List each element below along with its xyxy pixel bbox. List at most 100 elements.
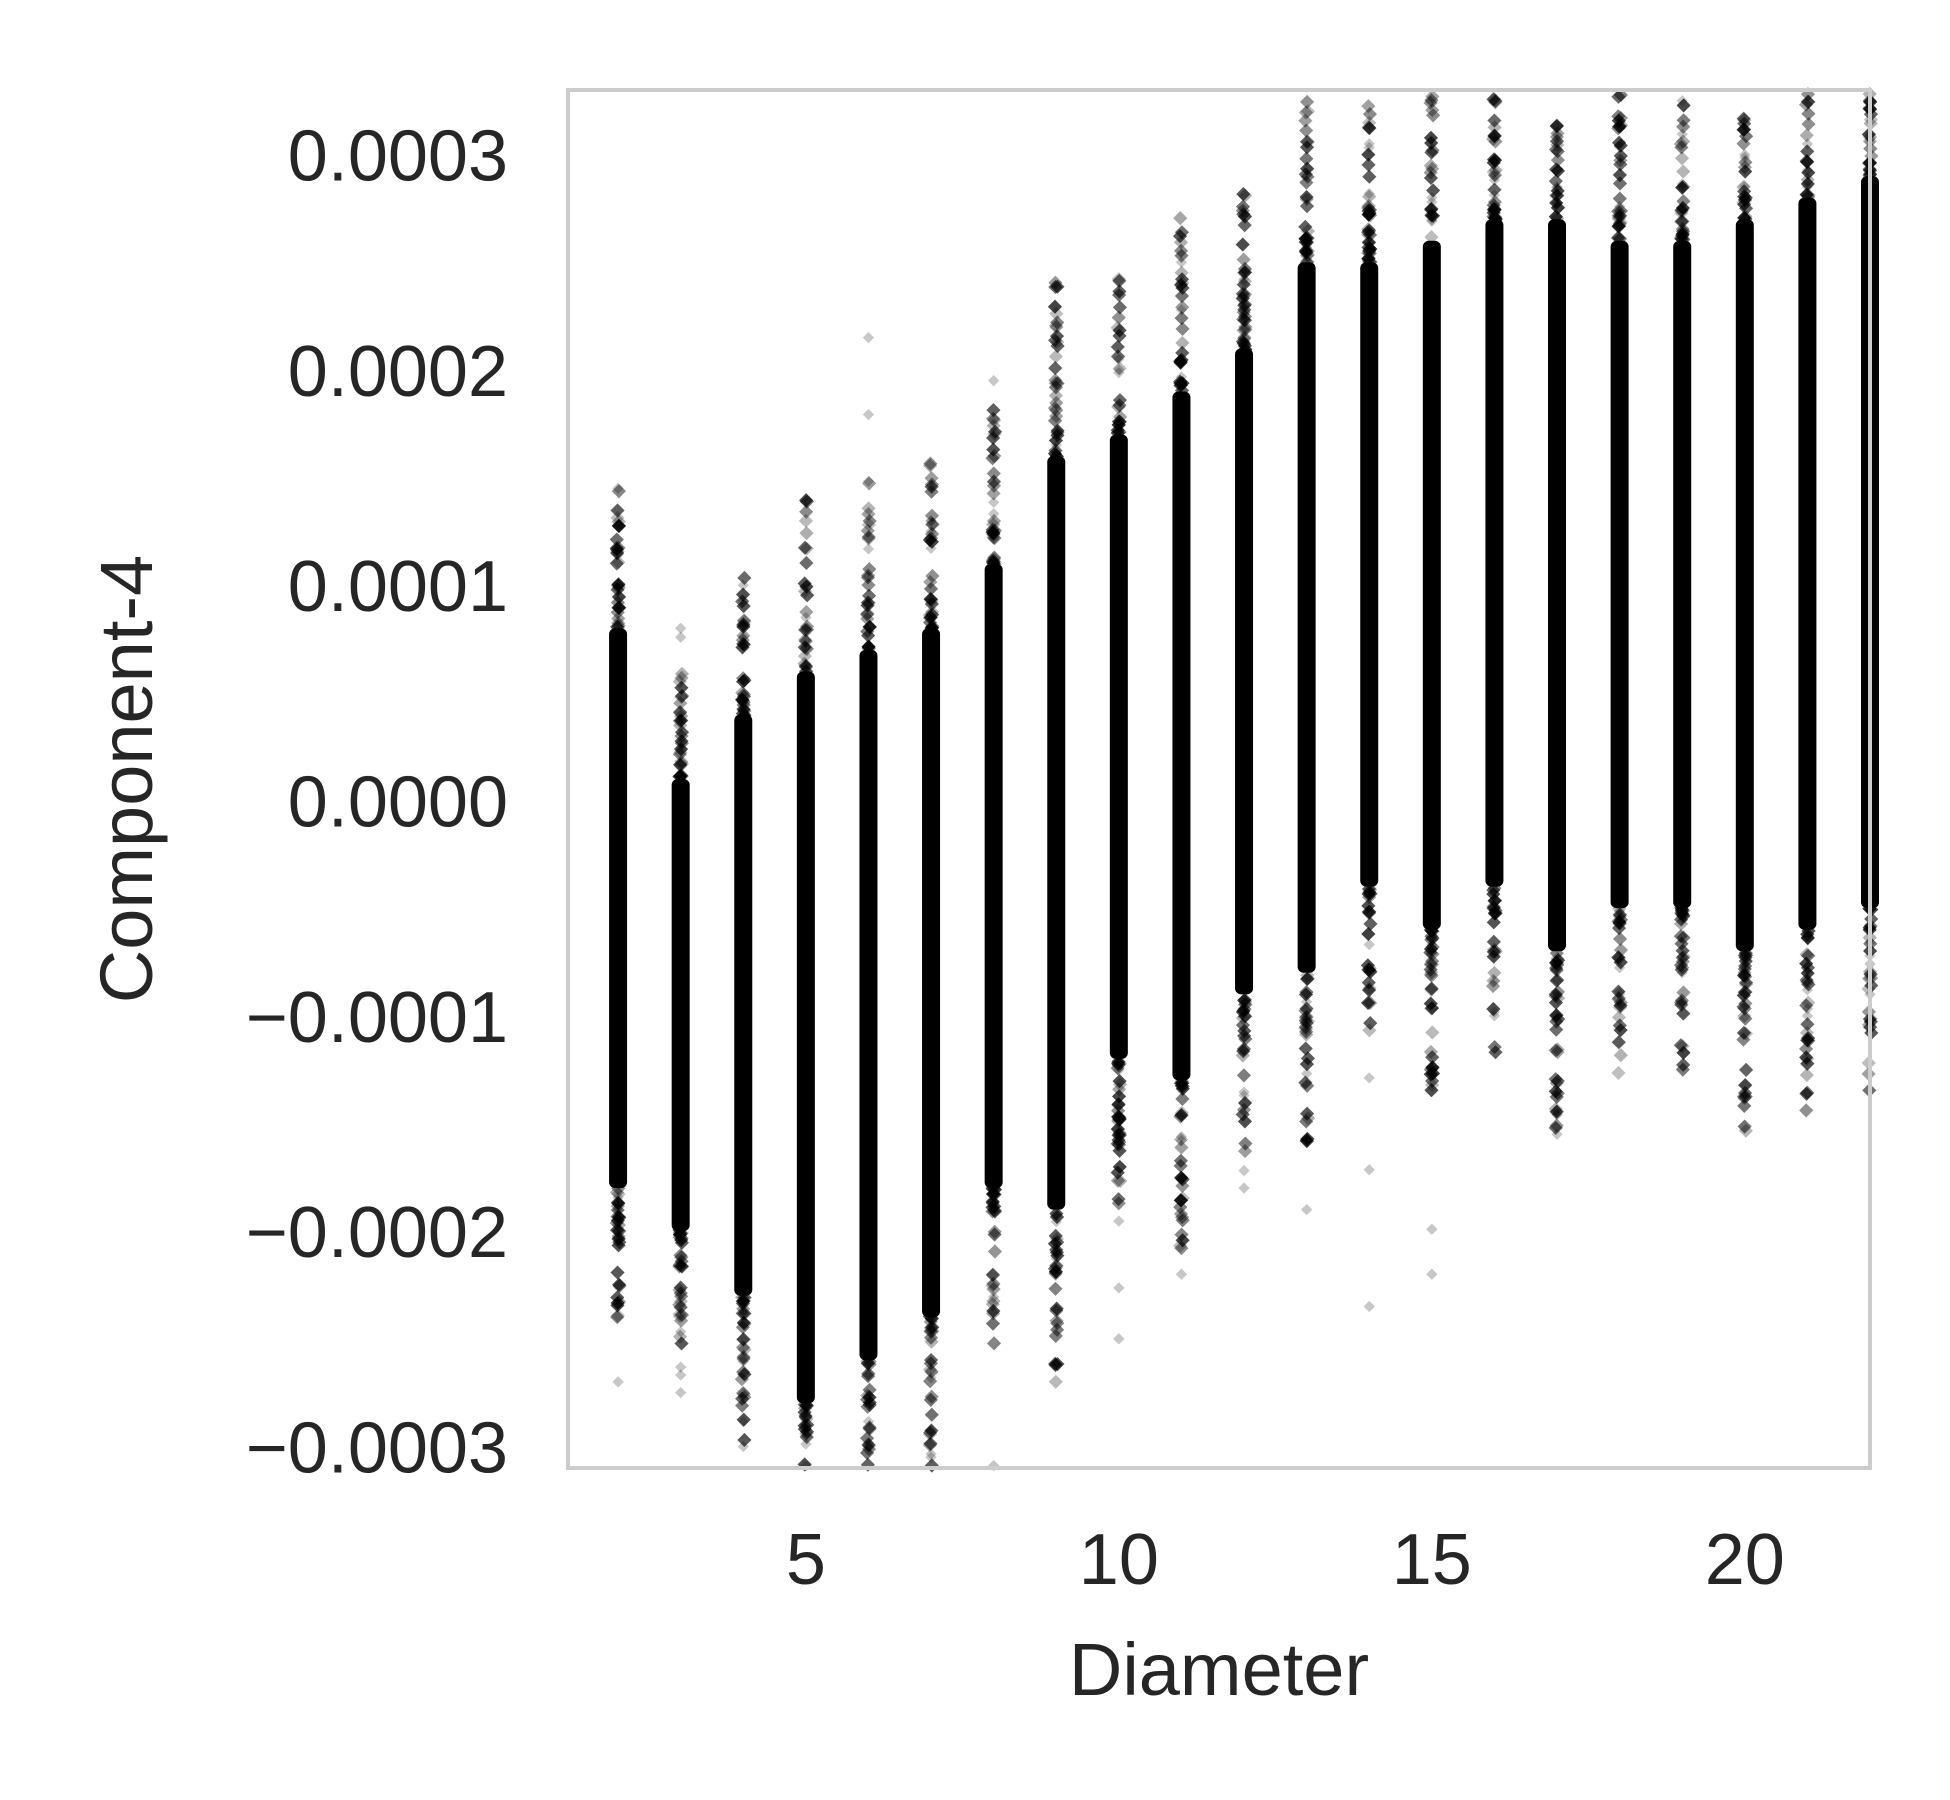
scatter-point	[924, 1310, 939, 1325]
scatter-point	[1298, 113, 1313, 128]
scatter-point	[1801, 995, 1816, 1010]
scatter-point	[800, 619, 815, 634]
scatter-point	[1050, 1248, 1065, 1263]
scatter-point	[1611, 950, 1626, 965]
scatter-point	[924, 471, 939, 486]
scatter-point	[675, 1326, 687, 1338]
scatter-point	[1676, 967, 1688, 979]
scatter-point	[737, 1299, 749, 1311]
scatter-point	[1676, 164, 1691, 179]
scatter-point	[1362, 115, 1377, 130]
scatter-point	[1298, 1003, 1313, 1018]
scatter-point	[1737, 1098, 1752, 1113]
scatter-point	[1425, 1050, 1440, 1065]
scatter-point	[1673, 958, 1689, 973]
scatter-point	[735, 1296, 751, 1311]
scatter-point	[987, 508, 1000, 520]
scatter-point	[1736, 1032, 1751, 1047]
point-cluster	[1172, 391, 1191, 1081]
scatter-point	[611, 518, 626, 534]
scatter-point	[1800, 154, 1815, 169]
scatter-point	[1425, 1025, 1440, 1040]
scatter-point	[1486, 949, 1501, 964]
scatter-point	[1676, 194, 1691, 209]
scatter-point	[611, 1196, 626, 1211]
scatter-point	[1048, 360, 1063, 376]
scatter-point	[1551, 1128, 1563, 1140]
scatter-point	[1299, 1114, 1314, 1129]
scatter-point	[1611, 1010, 1627, 1025]
scatter-point	[1613, 200, 1626, 213]
scatter-point	[674, 713, 689, 728]
scatter-point	[1113, 1215, 1125, 1227]
scatter-point	[1424, 981, 1439, 996]
scatter-point	[1799, 998, 1814, 1013]
scatter-point	[798, 634, 813, 649]
scatter-point	[1423, 922, 1438, 937]
scatter-point	[1363, 1016, 1378, 1031]
scatter-point	[1299, 1009, 1314, 1024]
scatter-point	[1425, 1073, 1440, 1089]
scatter-point	[1799, 1103, 1814, 1118]
scatter-point	[1548, 987, 1563, 1002]
scatter-point	[923, 581, 939, 596]
scatter-point	[1110, 1165, 1125, 1180]
point-cluster	[734, 714, 753, 1296]
scatter-point	[1361, 207, 1376, 222]
scatter-point	[1363, 187, 1375, 200]
scatter-point	[737, 594, 749, 606]
scatter-point	[674, 666, 690, 681]
scatter-point	[1673, 929, 1688, 944]
scatter-point	[1050, 448, 1062, 461]
scatter-point	[986, 466, 1001, 481]
point-cluster	[796, 671, 815, 1404]
scatter-point	[1487, 965, 1502, 980]
y-axis-label: Component-4	[85, 555, 168, 1003]
scatter-point	[925, 1324, 940, 1339]
scatter-point	[1676, 119, 1691, 134]
scatter-point	[1739, 180, 1751, 192]
scatter-point	[1111, 1196, 1126, 1211]
scatter-point	[674, 680, 689, 695]
scatter-point	[1175, 376, 1188, 388]
scatter-point	[799, 526, 814, 541]
scatter-point	[925, 525, 937, 537]
scatter-point	[737, 639, 749, 651]
scatter-point	[1361, 886, 1376, 902]
scatter-point	[1235, 237, 1250, 252]
scatter-point	[1237, 1028, 1252, 1043]
scatter-point	[986, 442, 1001, 457]
scatter-point	[1050, 1268, 1062, 1280]
scatter-point	[1424, 1001, 1439, 1016]
point-cluster	[1673, 240, 1692, 909]
scatter-point	[1738, 155, 1753, 170]
scatter-point	[612, 1278, 627, 1294]
scatter-point	[673, 768, 688, 783]
scatter-point	[924, 1334, 939, 1349]
scatter-point	[1110, 339, 1125, 354]
scatter-point	[1488, 906, 1503, 921]
scatter-point	[1612, 1000, 1628, 1015]
scatter-point	[862, 475, 875, 487]
scatter-point	[1801, 984, 1814, 996]
scatter-point	[1238, 267, 1250, 279]
scatter-point	[1235, 286, 1250, 301]
scatter-point	[612, 600, 627, 615]
scatter-point	[1612, 216, 1627, 231]
scatter-point	[1175, 304, 1188, 316]
scatter-point	[737, 631, 749, 643]
scatter-point	[675, 631, 687, 643]
scatter-point	[1363, 1300, 1375, 1313]
scatter-point	[610, 1265, 625, 1280]
scatter-point	[799, 541, 814, 556]
scatter-point	[1613, 211, 1626, 223]
scatter-point	[1298, 1010, 1314, 1025]
scatter-point	[1488, 975, 1501, 987]
scatter-point	[1549, 1118, 1564, 1133]
scatter-point	[1488, 1006, 1501, 1018]
scatter-point	[737, 579, 749, 591]
scatter-point	[1110, 423, 1125, 438]
scatter-point	[1300, 971, 1315, 987]
scatter-point	[1362, 904, 1377, 919]
scatter-point	[1424, 209, 1440, 224]
